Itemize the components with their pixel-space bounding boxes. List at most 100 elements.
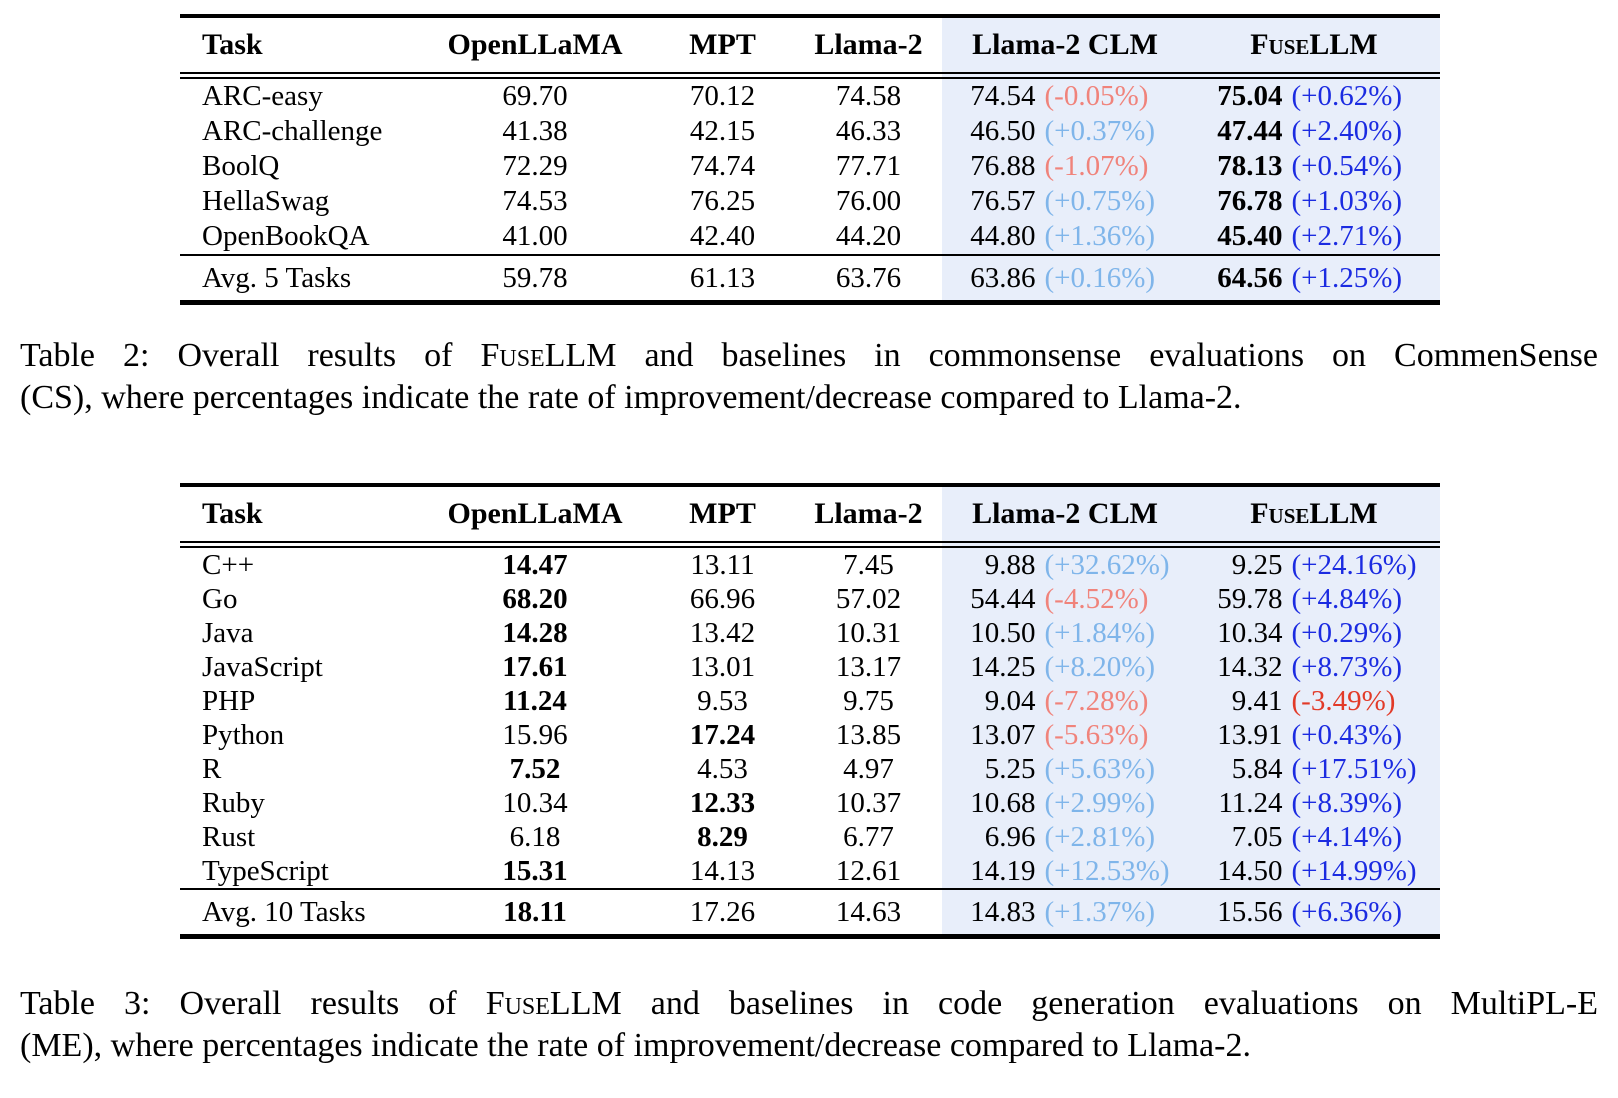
column-header-mpt: MPT xyxy=(689,28,756,61)
table-row: R 7.52 4.53 4.97 5.25 (+5.63%) 5.84 (+17.51%) xyxy=(180,752,1440,786)
clm-value: 14.19 xyxy=(970,854,1036,887)
fuse-value: 13.91 xyxy=(1217,718,1283,751)
task-cell: ARC-challenge xyxy=(202,115,383,147)
score-cell: 66.96 xyxy=(689,582,756,615)
score-cell: 74.74 xyxy=(689,150,756,182)
fuse-value: 14.32 xyxy=(1217,650,1283,683)
table-row: JavaScript 17.61 13.01 13.17 14.25 (+8.20%) 14… xyxy=(180,650,1440,684)
column-header-fusellm: FuseLLM xyxy=(1250,28,1378,61)
score-cell: 42.40 xyxy=(689,220,756,252)
table2-caption-line1: Table 2: Overall results of FuseLLM and … xyxy=(20,335,1598,377)
task-cell: Ruby xyxy=(202,786,265,819)
table-avg-row: Avg. 5 Tasks 59.78 61.13 63.76 63.86 (+0.16%)… xyxy=(180,256,1440,300)
score-cell: 72.29 xyxy=(502,150,568,182)
clm-percent: (+0.37%) xyxy=(1044,115,1156,147)
fuse-percent: (+4.14%) xyxy=(1291,820,1403,853)
fuse-value: 9.41 xyxy=(1231,684,1283,717)
clm-cell: 10.68 (+2.99%) xyxy=(942,787,1188,820)
highlight-band xyxy=(942,18,1440,300)
avg-separator-rule xyxy=(180,888,1440,890)
fuse-percent: (+2.40%) xyxy=(1291,115,1403,147)
fuse-cell: 10.34 (+0.29%) xyxy=(1188,617,1440,650)
score-cell: 41.00 xyxy=(502,220,568,252)
fuse-percent: (+24.16%) xyxy=(1291,548,1417,581)
table-row: TypeScript 15.31 14.13 12.61 14.19 (+12.53%) 1… xyxy=(180,854,1440,888)
clm-value: 63.86 xyxy=(970,261,1036,294)
table-row: BoolQ 72.29 74.74 77.71 76.88 (-1.07%) 78.13 (+… xyxy=(180,149,1440,184)
score-cell: 14.28 xyxy=(502,616,568,649)
score-cell: 17.26 xyxy=(689,895,756,928)
column-header-openllama: OpenLLaMA xyxy=(447,28,623,61)
clm-cell: 63.86 (+0.16%) xyxy=(942,262,1188,295)
header-double-rule xyxy=(180,72,1440,79)
score-cell: 70.12 xyxy=(689,80,756,112)
column-header-llama2: Llama-2 xyxy=(814,497,923,530)
clm-value: 9.88 xyxy=(984,548,1036,581)
table-row: PHP 11.24 9.53 9.75 9.04 (-7.28%) 9.41 (-3.49%) xyxy=(180,684,1440,718)
fuse-percent: (+17.51%) xyxy=(1291,752,1417,785)
column-header-fusellm: FuseLLM xyxy=(1250,497,1378,530)
fuse-cell: 59.78 (+4.84%) xyxy=(1188,583,1440,616)
fuse-cell: 14.50 (+14.99%) xyxy=(1188,855,1440,888)
table2-caption-line2: (CS), where percentages indicate the rat… xyxy=(20,379,1242,416)
score-cell: 9.53 xyxy=(697,684,748,717)
clm-cell: 14.25 (+8.20%) xyxy=(942,651,1188,684)
score-cell: 11.24 xyxy=(503,684,567,717)
fuse-value: 9.25 xyxy=(1231,548,1283,581)
task-cell: TypeScript xyxy=(202,854,329,887)
fuse-cell: 7.05 (+4.14%) xyxy=(1188,821,1440,854)
score-cell: 13.17 xyxy=(835,650,902,683)
score-cell: 76.00 xyxy=(835,185,902,217)
clm-percent: (+1.36%) xyxy=(1044,220,1156,252)
score-cell: 74.53 xyxy=(502,185,568,217)
score-cell: 13.01 xyxy=(689,650,756,683)
clm-cell: 74.54 (-0.05%) xyxy=(942,80,1188,113)
fuse-cell: 14.32 (+8.73%) xyxy=(1188,651,1440,684)
table-row: ARC-easy 69.70 70.12 74.58 74.54 (-0.05%) 75.0… xyxy=(180,79,1440,114)
task-cell: C++ xyxy=(202,548,255,581)
table-row: ARC-challenge 41.38 42.15 46.33 46.50 (+0.37%… xyxy=(180,114,1440,149)
clm-percent: (+2.99%) xyxy=(1044,786,1156,819)
clm-percent: (+1.37%) xyxy=(1044,895,1156,928)
fuse-value: 5.84 xyxy=(1231,752,1283,785)
score-cell: 17.61 xyxy=(502,650,568,683)
header-double-rule xyxy=(180,541,1440,548)
clm-percent: (+1.84%) xyxy=(1044,616,1156,649)
score-cell: 14.47 xyxy=(502,548,568,581)
task-cell: Java xyxy=(202,616,254,649)
fuse-value: 59.78 xyxy=(1217,582,1283,615)
clm-value: 44.80 xyxy=(970,220,1036,252)
fuse-cell: 47.44 (+2.40%) xyxy=(1188,115,1440,148)
table-avg-row: Avg. 10 Tasks 18.11 17.26 14.63 14.83 (+1.37%… xyxy=(180,890,1440,934)
score-cell: 10.37 xyxy=(835,786,902,819)
score-cell: 13.42 xyxy=(689,616,756,649)
clm-value: 10.68 xyxy=(970,786,1036,819)
fuse-percent: (+1.03%) xyxy=(1291,185,1403,217)
clm-cell: 54.44 (-4.52%) xyxy=(942,583,1188,616)
clm-value: 74.54 xyxy=(970,80,1036,112)
score-cell: 77.71 xyxy=(835,150,902,182)
task-cell: Go xyxy=(202,582,238,615)
fuse-cell: 64.56 (+1.25%) xyxy=(1188,262,1440,295)
task-cell: PHP xyxy=(202,684,256,717)
table-header-row: Task OpenLLaMA MPT Llama-2 Llama-2 CLM FuseLL… xyxy=(180,487,1440,541)
clm-cell: 14.19 (+12.53%) xyxy=(942,855,1188,888)
score-cell: 57.02 xyxy=(835,582,902,615)
fuse-value: 15.56 xyxy=(1217,895,1283,928)
fuse-percent: (+14.99%) xyxy=(1291,854,1417,887)
fuse-cell: 76.78 (+1.03%) xyxy=(1188,185,1440,218)
score-cell: 12.61 xyxy=(835,854,902,887)
clm-percent: (-0.05%) xyxy=(1044,80,1149,112)
score-cell: 9.75 xyxy=(843,684,894,717)
score-cell: 44.20 xyxy=(835,220,902,252)
table-row: Python 15.96 17.24 13.85 13.07 (-5.63%) 13.91(… xyxy=(180,718,1440,752)
fuse-cell: 45.40 (+2.71%) xyxy=(1188,220,1440,253)
clm-percent: (-1.07%) xyxy=(1044,150,1149,182)
fuse-percent: (+6.36%) xyxy=(1291,895,1403,928)
clm-value: 54.44 xyxy=(970,582,1036,615)
table-row: Rust 6.18 8.29 6.77 6.96 (+2.81%) 7.05 (+4.14%) xyxy=(180,820,1440,854)
fuse-value: 45.40 xyxy=(1217,220,1283,252)
score-cell: 74.58 xyxy=(835,80,902,112)
score-cell: 6.77 xyxy=(843,820,894,853)
caption-prefix: Table 3: Overall results of xyxy=(20,985,486,1022)
